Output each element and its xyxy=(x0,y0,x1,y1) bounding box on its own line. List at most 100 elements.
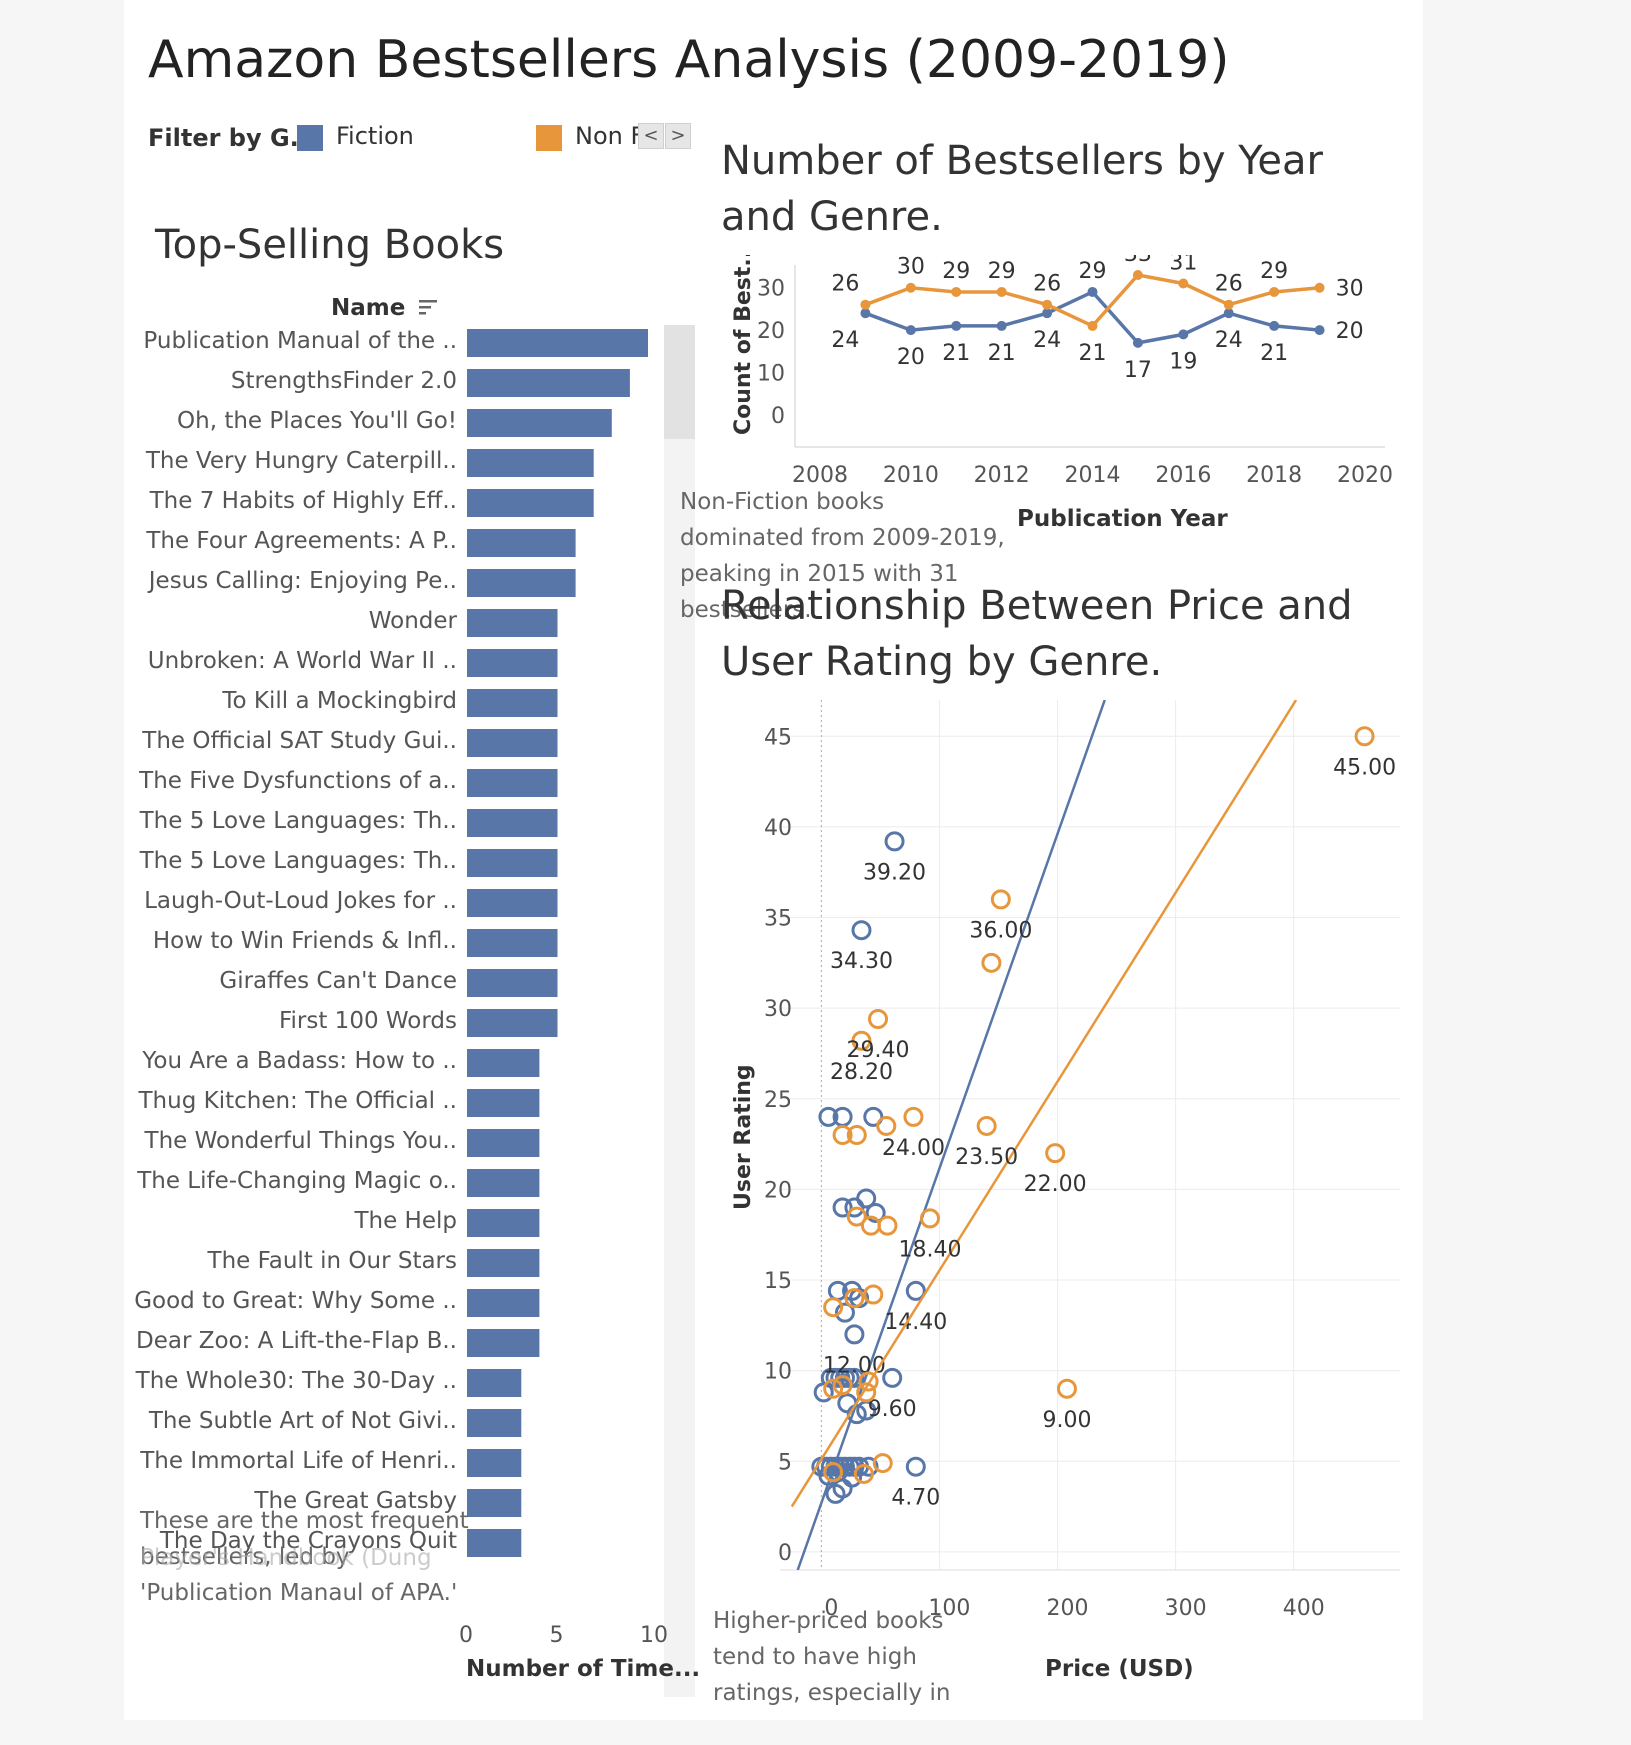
scatter-point[interactable] xyxy=(872,1453,893,1474)
scatter-point[interactable] xyxy=(823,1297,844,1318)
scatter-point[interactable] xyxy=(823,1378,844,1399)
scatter-point[interactable] xyxy=(844,1197,865,1218)
book-name-label[interactable]: The Five Dysfunctions of a.. xyxy=(139,768,457,794)
book-name-label[interactable]: The 5 Love Languages: Th.. xyxy=(139,848,457,874)
chevron-left-icon[interactable]: < xyxy=(638,123,664,149)
book-bar[interactable] xyxy=(467,929,558,957)
legend-nonfiction-label[interactable]: Non F xyxy=(575,122,645,150)
book-name-label[interactable]: The Whole30: The 30-Day .. xyxy=(135,1368,457,1394)
scatter-point[interactable] xyxy=(858,1371,879,1392)
scatter-point[interactable] xyxy=(851,1030,872,1051)
scatter-point[interactable] xyxy=(981,952,1002,973)
scatter-point[interactable] xyxy=(919,1208,940,1229)
scrollbar-thumb[interactable] xyxy=(664,325,695,439)
book-name-label[interactable]: How to Win Friends & Infl.. xyxy=(152,928,457,954)
scatter-point[interactable] xyxy=(882,1367,903,1388)
book-name-label[interactable]: The Very Hungry Caterpill.. xyxy=(145,448,457,474)
year-series-point[interactable] xyxy=(1087,286,1098,297)
year-series-point[interactable] xyxy=(860,308,871,319)
year-series-point[interactable] xyxy=(860,299,871,310)
scatter-point[interactable] xyxy=(1354,726,1375,747)
book-bar[interactable] xyxy=(467,1249,540,1277)
scatter-point[interactable] xyxy=(844,1288,865,1309)
year-series-point[interactable] xyxy=(951,320,962,331)
year-series-point[interactable] xyxy=(1269,320,1280,331)
book-bar[interactable] xyxy=(467,529,576,557)
scatter-point[interactable] xyxy=(905,1456,926,1477)
year-series-point[interactable] xyxy=(1314,282,1325,293)
year-series-point[interactable] xyxy=(951,286,962,297)
scatter-point[interactable] xyxy=(846,1206,867,1227)
year-series-point[interactable] xyxy=(905,325,916,336)
year-series-point[interactable] xyxy=(1132,270,1143,280)
book-bar[interactable] xyxy=(467,769,558,797)
book-name-label[interactable]: Wonder xyxy=(368,608,457,634)
scrollbar-track[interactable] xyxy=(664,439,695,1697)
book-name-label[interactable]: Giraffes Can't Dance xyxy=(219,968,457,994)
book-name-label[interactable]: Jesus Calling: Enjoying Pe.. xyxy=(148,568,457,594)
book-name-label[interactable]: The Fault in Our Stars xyxy=(207,1248,457,1274)
scatter-point[interactable] xyxy=(846,1125,867,1145)
year-series-point[interactable] xyxy=(1178,329,1189,340)
scatter-point[interactable] xyxy=(860,1215,881,1236)
book-bar[interactable] xyxy=(467,569,576,597)
scatter-point[interactable] xyxy=(823,1462,844,1483)
legend-fiction-label[interactable]: Fiction xyxy=(336,122,414,150)
book-name-label[interactable]: Dear Zoo: A Lift-the-Flap B.. xyxy=(135,1328,457,1354)
book-name-label[interactable]: The Day the Crayons Quit xyxy=(159,1528,457,1554)
book-name-label[interactable]: The Official SAT Study Gui.. xyxy=(142,728,457,754)
book-bar[interactable] xyxy=(467,809,558,837)
year-series-point[interactable] xyxy=(1178,278,1189,289)
year-series-point[interactable] xyxy=(1223,299,1234,310)
scatter-point[interactable] xyxy=(844,1324,865,1345)
book-bar[interactable] xyxy=(467,849,558,877)
book-name-label[interactable]: The Help xyxy=(354,1208,457,1234)
book-bar[interactable] xyxy=(467,489,594,517)
book-name-label[interactable]: First 100 Words xyxy=(278,1008,457,1034)
scatter-point[interactable] xyxy=(976,1115,997,1136)
scatter-point[interactable] xyxy=(813,1382,834,1403)
book-bar[interactable] xyxy=(467,1369,522,1397)
scatter-point[interactable] xyxy=(856,1382,877,1403)
scatter-point[interactable] xyxy=(834,1302,855,1323)
book-bar[interactable] xyxy=(467,409,612,437)
book-bar[interactable] xyxy=(467,1009,558,1037)
scatter-point[interactable] xyxy=(876,1115,897,1136)
book-bar[interactable] xyxy=(467,329,648,357)
scatter-point[interactable] xyxy=(884,831,905,852)
book-bar[interactable] xyxy=(467,1489,522,1517)
fiction-swatch[interactable] xyxy=(297,125,323,151)
book-bar[interactable] xyxy=(467,1529,522,1557)
book-name-label[interactable]: Unbroken: A World War II .. xyxy=(147,648,457,674)
trend-line[interactable] xyxy=(796,700,1106,1570)
book-bar[interactable] xyxy=(467,1449,522,1477)
book-name-label[interactable]: To Kill a Mockingbird xyxy=(222,688,457,714)
scatter-point[interactable] xyxy=(865,1202,886,1223)
scatter-point[interactable] xyxy=(990,889,1011,910)
book-name-label[interactable]: You Are a Badass: How to .. xyxy=(142,1048,457,1074)
book-name-label[interactable]: The Subtle Art of Not Givi.. xyxy=(148,1408,457,1434)
scatter-point[interactable] xyxy=(832,1125,853,1145)
year-series-point[interactable] xyxy=(996,320,1007,331)
book-name-label[interactable]: The 7 Habits of Highly Eff.. xyxy=(149,488,457,514)
book-name-label[interactable]: The Wonderful Things You.. xyxy=(144,1128,457,1154)
book-name-label[interactable]: The 5 Love Languages: Th.. xyxy=(139,808,457,834)
year-series-point[interactable] xyxy=(1132,337,1143,348)
book-bar[interactable] xyxy=(467,969,558,997)
year-series-point[interactable] xyxy=(1269,286,1280,297)
year-series-point[interactable] xyxy=(996,286,1007,297)
scatter-point[interactable] xyxy=(863,1106,884,1127)
nonfiction-swatch[interactable] xyxy=(536,125,562,151)
book-bar[interactable] xyxy=(467,889,558,917)
book-name-label[interactable]: Thug Kitchen: The Official .. xyxy=(138,1088,458,1114)
scatter-point[interactable] xyxy=(1045,1143,1066,1164)
year-series-point[interactable] xyxy=(1087,320,1098,331)
book-name-label[interactable]: Laugh-Out-Loud Jokes for .. xyxy=(144,888,457,914)
sort-icon[interactable] xyxy=(417,297,439,317)
scatter-point[interactable] xyxy=(905,1280,926,1301)
book-name-label[interactable]: The Immortal Life of Henri.. xyxy=(140,1448,457,1474)
book-name-label[interactable]: Publication Manual of the .. xyxy=(143,328,457,354)
scatter-point[interactable] xyxy=(1056,1378,1077,1399)
book-name-label[interactable]: The Great Gatsby xyxy=(254,1488,457,1514)
book-bar[interactable] xyxy=(467,1289,540,1317)
